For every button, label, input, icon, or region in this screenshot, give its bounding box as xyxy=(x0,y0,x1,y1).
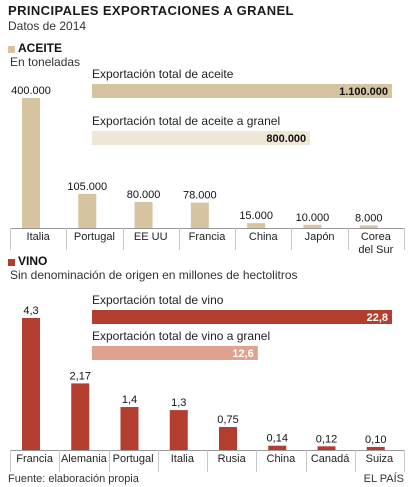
oil-category-label: Japón xyxy=(305,231,335,243)
oil-bar-portugal xyxy=(78,193,97,228)
wine-bar-china xyxy=(268,445,287,450)
wine-bar-portugal xyxy=(120,407,139,450)
oil-bar-ee-uu xyxy=(134,202,153,228)
source-note: Fuente: elaboración propia xyxy=(8,473,139,485)
wine-value-label: 0,14 xyxy=(267,433,288,445)
wine-value-label: 0,12 xyxy=(316,433,337,445)
oil-section-unit: En toneladas xyxy=(10,55,81,69)
oil-bar-china xyxy=(247,223,266,228)
wine-value-label: 1,4 xyxy=(122,394,137,406)
wine-section-marker xyxy=(8,259,15,266)
oil-section-heading: ACEITE xyxy=(18,41,63,55)
wine-value-label: 1,3 xyxy=(171,397,186,409)
oil-total-value: 800.000 xyxy=(266,133,306,145)
wine-category-label: Suiza xyxy=(366,453,394,465)
oil-value-label: 105.000 xyxy=(67,181,107,193)
chart-title: PRINCIPALES EXPORTACIONES A GRANEL xyxy=(8,3,294,18)
wine-bar-alemania xyxy=(71,383,90,450)
oil-total-bar xyxy=(92,84,392,98)
wine-total-bar xyxy=(92,346,258,360)
wine-category-label: Italia xyxy=(171,453,195,465)
oil-category-label: Italia xyxy=(27,231,51,243)
wine-bar-suiza xyxy=(366,446,385,450)
wine-value-label: 0,10 xyxy=(365,434,386,446)
oil-value-label: 80.000 xyxy=(127,189,161,201)
oil-total-label: Exportación total de aceite xyxy=(92,67,234,81)
wine-section-unit: Sin denominación de origen en millones d… xyxy=(10,268,298,282)
wine-category-label: China xyxy=(267,453,297,465)
oil-category-label: Corea xyxy=(361,231,392,243)
wine-total-value: 22,8 xyxy=(367,312,388,324)
oil-section-marker xyxy=(8,46,15,53)
oil-total-value: 1.100.000 xyxy=(339,86,388,98)
oil-value-label: 8.000 xyxy=(355,212,383,224)
oil-category-label: EE UU xyxy=(134,231,168,243)
wine-value-label: 4,3 xyxy=(23,305,38,317)
wine-total-label: Exportación total de vino a granel xyxy=(92,329,270,343)
wine-bar-canadá xyxy=(317,446,336,450)
wine-category-label: Francia xyxy=(16,453,54,465)
wine-total-label: Exportación total de vino xyxy=(92,293,224,307)
oil-bar-corea-del-sur xyxy=(359,225,378,228)
credit-note: EL PAÍS xyxy=(363,473,404,485)
wine-value-label: 2,17 xyxy=(70,370,91,382)
chart-subtitle: Datos de 2014 xyxy=(8,19,87,33)
oil-value-label: 78.000 xyxy=(183,190,217,202)
oil-total-bar xyxy=(92,131,311,145)
oil-value-label: 15.000 xyxy=(239,210,273,222)
wine-section-heading: VINO xyxy=(18,254,48,268)
wine-bar-francia xyxy=(22,318,40,450)
oil-bar-francia xyxy=(190,202,209,228)
wine-value-label: 0,75 xyxy=(217,414,238,426)
wine-category-label: Portugal xyxy=(113,453,154,465)
oil-category-label: Portugal xyxy=(74,231,115,243)
oil-category-label: del Sur xyxy=(358,244,393,256)
wine-category-label: Alemania xyxy=(61,453,108,465)
oil-value-label: 400.000 xyxy=(11,85,51,97)
wine-total-bar xyxy=(92,310,392,324)
wine-bar-italia xyxy=(169,410,188,450)
oil-category-label: China xyxy=(249,231,279,243)
oil-category-label: Francia xyxy=(189,231,227,243)
wine-category-label: Canadá xyxy=(311,453,350,465)
oil-total-label: Exportación total de aceite a granel xyxy=(92,114,280,128)
wine-bar-rusia xyxy=(219,426,237,450)
wine-total-value: 12,6 xyxy=(232,348,253,360)
oil-bar-japón xyxy=(303,224,322,228)
oil-value-label: 10.000 xyxy=(296,212,330,224)
wine-category-label: Rusia xyxy=(218,453,247,465)
oil-bar-italia xyxy=(22,98,40,228)
